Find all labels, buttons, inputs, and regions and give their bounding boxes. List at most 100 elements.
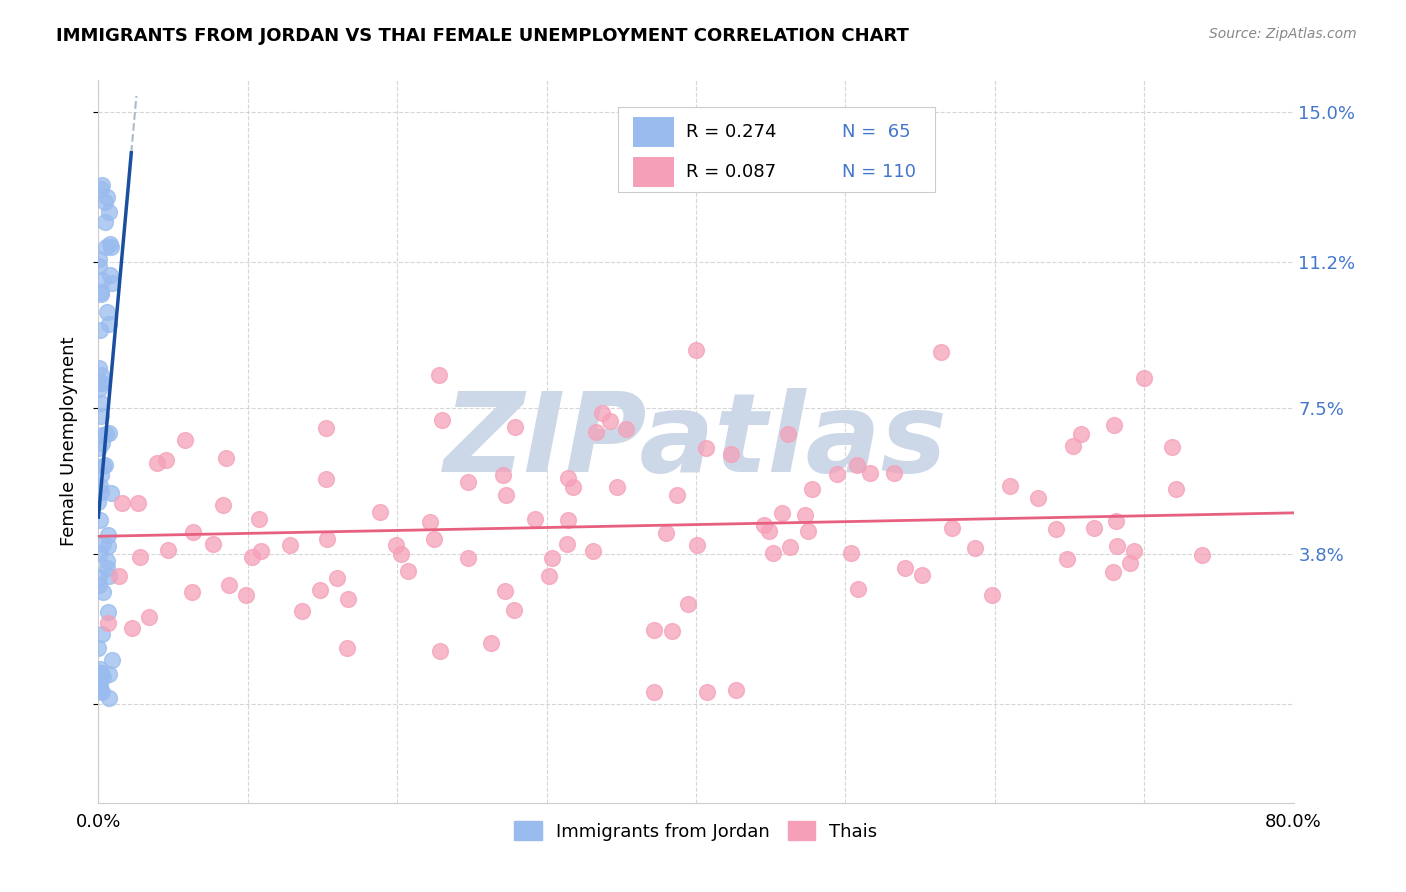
Point bbox=[89, 259, 111, 273]
Point bbox=[1105, 514, 1128, 528]
Point bbox=[94, 215, 117, 229]
Point bbox=[96, 605, 118, 619]
Point bbox=[389, 548, 412, 562]
Point bbox=[87, 679, 110, 693]
Point bbox=[212, 498, 235, 512]
Point bbox=[1070, 427, 1092, 442]
Text: N = 110: N = 110 bbox=[842, 163, 915, 181]
Point bbox=[778, 426, 800, 441]
Point bbox=[1045, 522, 1067, 536]
Point bbox=[666, 488, 689, 502]
Point bbox=[495, 488, 517, 502]
Point bbox=[941, 521, 963, 535]
Point bbox=[396, 565, 419, 579]
FancyBboxPatch shape bbox=[633, 157, 675, 187]
Point bbox=[96, 304, 118, 318]
Point bbox=[758, 524, 780, 538]
Point bbox=[93, 458, 115, 473]
Point bbox=[89, 323, 111, 337]
Point bbox=[90, 409, 112, 424]
Point bbox=[315, 421, 337, 435]
Point bbox=[423, 533, 446, 547]
Point bbox=[157, 543, 180, 558]
Point bbox=[1161, 440, 1184, 454]
Point bbox=[1118, 556, 1140, 570]
Point bbox=[1000, 479, 1022, 493]
Point bbox=[793, 508, 815, 522]
Point bbox=[90, 627, 112, 641]
Point bbox=[111, 496, 134, 510]
Point bbox=[87, 578, 110, 592]
Point bbox=[965, 541, 987, 556]
Point bbox=[97, 205, 120, 219]
Point bbox=[108, 568, 131, 582]
Point bbox=[1102, 418, 1125, 433]
Point bbox=[90, 665, 112, 680]
Point bbox=[89, 680, 111, 694]
Point bbox=[557, 471, 579, 485]
Point bbox=[825, 467, 848, 482]
Point bbox=[247, 512, 270, 526]
Text: N =  65: N = 65 bbox=[842, 123, 911, 141]
Point bbox=[368, 505, 391, 519]
Point bbox=[724, 683, 747, 698]
Point bbox=[797, 524, 820, 538]
Point bbox=[127, 496, 149, 510]
Point bbox=[686, 538, 709, 552]
Point bbox=[87, 641, 110, 656]
Point bbox=[762, 546, 785, 560]
Point bbox=[929, 344, 952, 359]
Point bbox=[1132, 371, 1154, 385]
Point bbox=[90, 285, 112, 299]
Point bbox=[839, 546, 862, 560]
Point bbox=[309, 583, 332, 598]
Point bbox=[91, 436, 114, 450]
Point bbox=[91, 584, 114, 599]
Point bbox=[96, 554, 118, 568]
Point bbox=[846, 582, 869, 596]
Point bbox=[98, 268, 121, 282]
Point bbox=[138, 610, 160, 624]
Point bbox=[215, 451, 238, 466]
Point bbox=[1102, 566, 1125, 580]
Point bbox=[250, 544, 273, 558]
Point bbox=[94, 427, 117, 442]
Point bbox=[696, 685, 718, 699]
Point bbox=[1062, 439, 1084, 453]
Point bbox=[585, 425, 607, 439]
Point bbox=[101, 653, 124, 667]
Point bbox=[336, 640, 359, 655]
Point bbox=[97, 569, 120, 583]
Y-axis label: Female Unemployment: Female Unemployment bbox=[59, 337, 77, 546]
Point bbox=[87, 676, 110, 690]
Point bbox=[89, 382, 111, 396]
Point bbox=[101, 276, 124, 290]
Point bbox=[419, 515, 441, 529]
Point bbox=[1191, 549, 1213, 563]
Point bbox=[676, 598, 699, 612]
Point bbox=[97, 690, 120, 705]
Point bbox=[93, 670, 115, 684]
Point bbox=[614, 422, 637, 436]
Point bbox=[87, 360, 110, 375]
Point bbox=[89, 684, 111, 698]
Point bbox=[218, 578, 240, 592]
Point bbox=[90, 286, 112, 301]
Point bbox=[752, 518, 775, 533]
Point bbox=[1026, 491, 1049, 505]
Point bbox=[479, 636, 502, 650]
Point bbox=[89, 569, 111, 583]
Point bbox=[316, 532, 339, 546]
Point bbox=[89, 479, 111, 493]
Point bbox=[90, 181, 112, 195]
Point bbox=[97, 528, 120, 542]
Point bbox=[385, 538, 408, 552]
Point bbox=[98, 317, 121, 331]
Point bbox=[523, 512, 546, 526]
Point bbox=[91, 428, 114, 442]
Point bbox=[90, 376, 112, 391]
Point bbox=[846, 458, 869, 473]
Point bbox=[859, 466, 882, 480]
Point bbox=[537, 569, 560, 583]
Point bbox=[1105, 539, 1128, 553]
